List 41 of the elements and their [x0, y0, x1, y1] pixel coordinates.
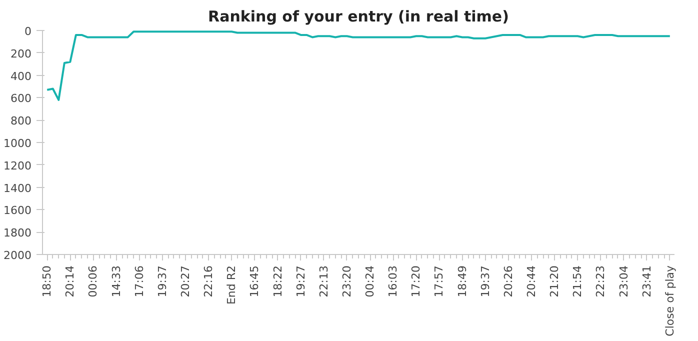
- x-tick-label: 18:22: [271, 265, 284, 298]
- x-tick-label: 14:33: [110, 265, 123, 298]
- x-tick-label: End R2: [225, 265, 238, 305]
- y-tick-label: 1200: [4, 159, 32, 172]
- x-tick-label: 17:57: [432, 265, 446, 298]
- y-tick-label: 0: [24, 25, 32, 38]
- x-tick-label: 00:24: [364, 265, 377, 298]
- x-tick-label: 19:37: [478, 265, 492, 298]
- x-tick-label: 19:37: [156, 265, 169, 298]
- x-tick-label: 18:50: [40, 265, 54, 298]
- x-tick-label: 22:23: [594, 265, 608, 298]
- x-tick-label: 23:20: [340, 265, 354, 298]
- x-tick-label: 16:03: [386, 265, 400, 298]
- x-tick-label: 20:27: [179, 265, 192, 298]
- x-tick-label: 23:04: [617, 265, 630, 298]
- x-tick-label: 22:16: [202, 265, 216, 298]
- x-tick-label: 17:20: [410, 265, 423, 298]
- y-tick-label: 800: [10, 114, 32, 128]
- x-tick-label: 18:49: [456, 265, 469, 298]
- x-tick-label: 22:13: [317, 265, 330, 298]
- y-tick-label: 1800: [4, 226, 32, 240]
- x-tick-label: 16:45: [248, 265, 262, 298]
- x-tick-label: 23:41: [640, 265, 654, 298]
- x-tick-label: 20:26: [502, 265, 515, 298]
- y-tick-label: 1000: [4, 137, 32, 150]
- chart-title: Ranking of your entry (in real time): [208, 8, 509, 26]
- x-tick-label: 21:54: [571, 265, 584, 298]
- x-tick-label: 17:06: [132, 265, 146, 298]
- y-tick-label: 1400: [4, 182, 32, 195]
- y-tick-label: 200: [10, 47, 32, 60]
- y-tick-label: 600: [10, 92, 32, 106]
- x-tick-label: 19:27: [294, 265, 308, 298]
- x-tick-label: 20:44: [524, 265, 538, 298]
- y-tick-label: 1600: [4, 204, 32, 218]
- x-tick-label: 20:14: [64, 265, 77, 298]
- x-tick-label: 00:06: [86, 265, 100, 298]
- x-tick-label: 21:20: [548, 265, 562, 298]
- y-tick-label: 400: [10, 70, 32, 83]
- line-series: [46, 30, 671, 101]
- x-tick-label: Close of play: [663, 265, 676, 336]
- y-tick-label: 2000: [4, 249, 32, 262]
